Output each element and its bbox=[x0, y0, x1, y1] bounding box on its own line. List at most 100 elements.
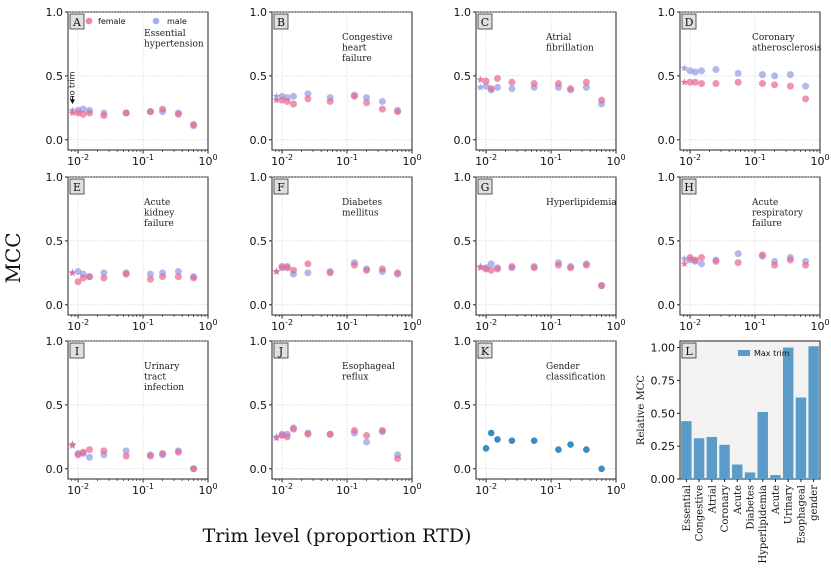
panel-letter: J bbox=[278, 345, 283, 358]
point-gender bbox=[555, 446, 562, 453]
y-tick-label: 0.0 bbox=[454, 299, 472, 312]
point-gender bbox=[598, 465, 605, 473]
x-tick-label: 10-2 bbox=[679, 153, 701, 168]
x-tick-label: 10-2 bbox=[271, 318, 293, 333]
x-tick-label: 10-1 bbox=[336, 482, 358, 497]
plot-frame bbox=[271, 340, 413, 480]
point-male bbox=[786, 71, 794, 79]
panel-letter-box bbox=[69, 342, 85, 359]
bar-acute bbox=[770, 475, 781, 479]
y-tick-label: 1.0 bbox=[46, 335, 64, 348]
panel-title-line: heart bbox=[342, 44, 367, 54]
legend-swatch bbox=[738, 350, 750, 356]
point-female bbox=[378, 426, 386, 434]
point-male bbox=[363, 94, 371, 102]
panel-letter-box bbox=[477, 178, 493, 195]
y-tick-label: 1.0 bbox=[250, 335, 268, 348]
panel-title-line: Hyperlipidemia bbox=[546, 198, 617, 208]
y-tick-label: 0.5 bbox=[658, 70, 676, 83]
panel-letter-box bbox=[681, 342, 697, 359]
y-tick-label: 0.5 bbox=[454, 70, 472, 83]
y-axis-label: MCC bbox=[1, 232, 25, 283]
x-tick-label: 100 bbox=[198, 153, 217, 168]
plot-frame bbox=[271, 11, 413, 151]
point-female bbox=[159, 273, 167, 281]
point-female bbox=[686, 78, 694, 86]
y-tick-label: 0.0 bbox=[454, 463, 472, 476]
panel-k: 0.0 0.5 1.0 10-2 10-1 100 Genderclassification… bbox=[454, 335, 626, 497]
no-trim-arrow-head bbox=[70, 100, 75, 104]
x-tick-label: 100 bbox=[198, 482, 217, 497]
panel-i: 0.0 0.5 1.0 10-2 10-1 100 Urinarytractinfectio… bbox=[46, 335, 218, 497]
category-label: Diabetes bbox=[746, 485, 757, 530]
point-female bbox=[159, 105, 167, 113]
x-tick-label: 10-2 bbox=[67, 153, 89, 168]
panel-h: 0.0 0.5 1.0 10-2 10-1 100 Acuterespiratoryfail… bbox=[658, 171, 830, 333]
panel-title-line: mellitus bbox=[342, 209, 379, 219]
point-female bbox=[394, 108, 402, 116]
y-tick-label: 1.0 bbox=[658, 171, 676, 184]
legend-male-marker bbox=[152, 17, 160, 25]
category-label: Acute bbox=[733, 485, 744, 515]
x-tick-label: 10-2 bbox=[67, 318, 89, 333]
panel-title-line: Diabetes bbox=[342, 198, 382, 208]
x-tick-label: 10-2 bbox=[475, 482, 497, 497]
point-female bbox=[122, 452, 130, 460]
no-trim-star-male bbox=[680, 64, 689, 72]
point-female bbox=[146, 452, 154, 460]
y-tick-label: 0.5 bbox=[658, 235, 676, 248]
point-female bbox=[363, 266, 371, 274]
y-tick-label: 1.00 bbox=[651, 342, 676, 355]
point-male bbox=[174, 268, 182, 276]
point-male bbox=[698, 260, 706, 268]
point-gender bbox=[487, 429, 495, 437]
bar-acute bbox=[732, 464, 743, 479]
point-male bbox=[734, 69, 742, 77]
point-female bbox=[554, 80, 562, 88]
point-female bbox=[698, 254, 706, 261]
point-male bbox=[712, 66, 720, 73]
point-female bbox=[146, 108, 154, 116]
y-tick-label: 0.5 bbox=[250, 70, 268, 83]
point-female bbox=[771, 261, 779, 269]
y-tick-label: 0.5 bbox=[250, 235, 268, 248]
plot-frame bbox=[271, 176, 413, 316]
point-male bbox=[734, 250, 742, 258]
bar-atrial bbox=[706, 436, 718, 479]
x-tick-label: 100 bbox=[402, 318, 421, 333]
point-female bbox=[712, 80, 720, 88]
point-female bbox=[326, 269, 334, 277]
panel-title-line: infection bbox=[144, 383, 184, 393]
panel-letter-box bbox=[273, 178, 289, 195]
panel-a: 0.0 0.5 1.0 10-2 10-1 100 Essentialhypertensio… bbox=[46, 6, 218, 168]
x-tick-label: 10-1 bbox=[132, 482, 154, 497]
x-tick-label: 10-1 bbox=[744, 318, 766, 333]
legend-female-label: female bbox=[98, 17, 126, 26]
point-male bbox=[771, 72, 779, 80]
bar-diabetes bbox=[744, 472, 756, 479]
point-female bbox=[79, 448, 87, 456]
y-tick-label: 0.0 bbox=[46, 134, 64, 147]
point-female bbox=[122, 270, 130, 278]
no-trim-star-female bbox=[272, 267, 281, 275]
plot-frame bbox=[679, 176, 821, 316]
x-tick-label: 100 bbox=[606, 482, 625, 497]
point-female bbox=[530, 264, 538, 272]
panel-title-line: Gender bbox=[546, 362, 580, 372]
panel-l-y-label: Relative MCC bbox=[636, 375, 647, 445]
y-tick-label: 0.5 bbox=[454, 235, 472, 248]
panel-letter: B bbox=[277, 16, 285, 29]
point-female bbox=[378, 265, 386, 273]
x-tick-label: 10-2 bbox=[679, 318, 701, 333]
x-tick-label: 10-2 bbox=[271, 153, 293, 168]
point-female bbox=[290, 425, 298, 433]
no-trim-star-female bbox=[272, 434, 281, 442]
point-female bbox=[494, 265, 502, 273]
point-female bbox=[86, 446, 94, 454]
bar-esophageal bbox=[795, 397, 807, 479]
point-female bbox=[487, 266, 495, 274]
point-male bbox=[86, 453, 94, 461]
point-male bbox=[100, 269, 108, 277]
